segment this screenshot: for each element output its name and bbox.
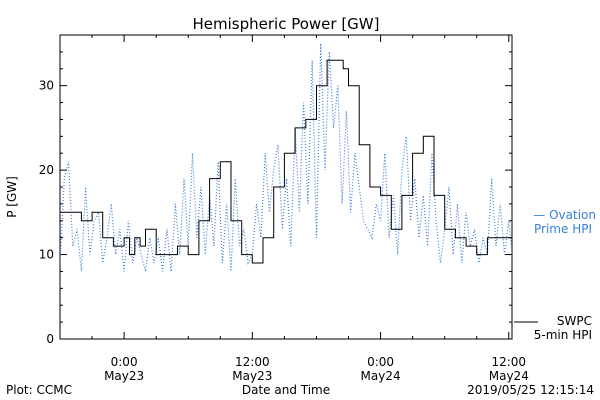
chart-title: Hemispheric Power [GW] bbox=[193, 15, 380, 33]
y-tick-label: 10 bbox=[39, 248, 54, 262]
series-ovation-prime-line bbox=[60, 43, 512, 272]
legend-swpc-line2: 5-min HPI bbox=[534, 328, 592, 342]
x-tick-label-date: May24 bbox=[361, 369, 401, 383]
legend-ovation: — Ovation Prime HPI bbox=[533, 208, 596, 236]
x-tick-label-time: 12:00 bbox=[491, 355, 526, 369]
footer-timestamp: 2019/05/25 12:15:14 bbox=[467, 383, 594, 397]
plot-area bbox=[59, 34, 513, 340]
series-layer bbox=[60, 43, 512, 272]
y-axis-ticks: 0 10 20 30 bbox=[39, 51, 512, 346]
x-tick-label-date: May23 bbox=[104, 369, 144, 383]
x-tick-label-date: May24 bbox=[489, 369, 529, 383]
legend-ovation-line2: Prime HPI bbox=[534, 222, 592, 236]
series-swpc-line bbox=[60, 59, 512, 264]
y-axis-label: P [GW] bbox=[5, 176, 19, 218]
x-tick-label-time: 0:00 bbox=[111, 355, 138, 369]
x-axis-label: Date and Time bbox=[242, 383, 330, 397]
x-tick-label-time: 0:00 bbox=[367, 355, 394, 369]
plot-frame bbox=[59, 34, 513, 340]
legend-swpc-line1: SWPC bbox=[557, 314, 592, 328]
x-axis-ticks: 0:00May2312:00May230:00May2412:00May240:… bbox=[91, 35, 529, 383]
x-tick-label-date: May23 bbox=[232, 369, 272, 383]
footer-plot-credit: Plot: CCMC bbox=[6, 383, 72, 397]
legend-ovation-line1: — Ovation bbox=[533, 208, 596, 222]
y-tick-label: 20 bbox=[39, 163, 54, 177]
y-tick-label: 30 bbox=[39, 79, 54, 93]
legend-swpc: SWPC 5-min HPI bbox=[514, 314, 592, 342]
x-tick-label-time: 12:00 bbox=[235, 355, 270, 369]
y-tick-label: 0 bbox=[46, 332, 54, 346]
